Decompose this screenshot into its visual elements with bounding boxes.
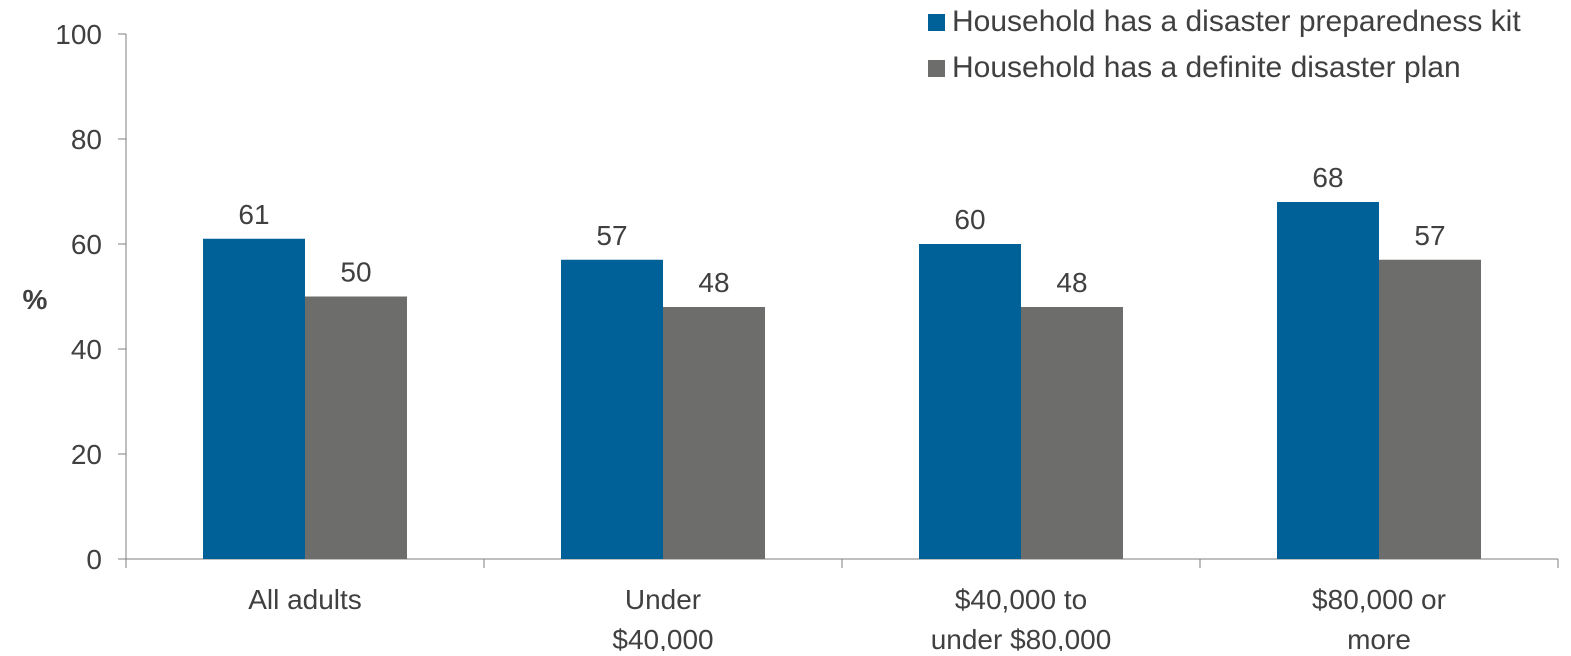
x-tick-label: $40,000	[612, 624, 713, 651]
data-label: 68	[1312, 162, 1343, 193]
data-label: 48	[1056, 267, 1087, 298]
bar-kit	[1277, 202, 1379, 559]
data-label: 57	[596, 220, 627, 251]
data-label: 61	[238, 199, 269, 230]
y-tick-label: 0	[86, 544, 102, 575]
bar-plan	[1379, 259, 1481, 559]
x-tick-label: All adults	[248, 584, 362, 615]
data-label: 60	[954, 204, 985, 235]
data-label: 50	[340, 257, 371, 288]
y-tick-label: 100	[55, 19, 102, 50]
data-label: 57	[1414, 220, 1445, 251]
y-tick-label: 40	[71, 334, 102, 365]
legend-item-kit: Household has a disaster preparedness ki…	[928, 4, 1521, 40]
y-axis-title: %	[23, 284, 48, 315]
y-tick-label: 80	[71, 124, 102, 155]
bar-plan	[305, 296, 407, 559]
bar-kit	[203, 238, 305, 559]
legend-label-kit: Household has a disaster preparedness ki…	[952, 5, 1521, 38]
x-tick-label: under $80,000	[931, 624, 1112, 651]
data-label: 48	[698, 267, 729, 298]
y-tick-label: 60	[71, 229, 102, 260]
bar-kit	[919, 244, 1021, 559]
x-tick-label: $80,000 or	[1312, 584, 1446, 615]
legend: Household has a disaster preparedness ki…	[928, 4, 1521, 96]
y-tick-label: 20	[71, 439, 102, 470]
bar-plan	[663, 307, 765, 559]
bar-plan	[1021, 307, 1123, 559]
legend-swatch-plan	[928, 59, 945, 77]
bar-kit	[561, 259, 663, 559]
legend-swatch-kit	[928, 13, 945, 31]
x-tick-label: Under	[625, 584, 701, 615]
legend-item-plan: Household has a definite disaster plan	[928, 50, 1521, 86]
x-tick-label: $40,000 to	[955, 584, 1087, 615]
x-tick-label: more	[1347, 624, 1411, 651]
legend-label-plan: Household has a definite disaster plan	[952, 51, 1461, 84]
